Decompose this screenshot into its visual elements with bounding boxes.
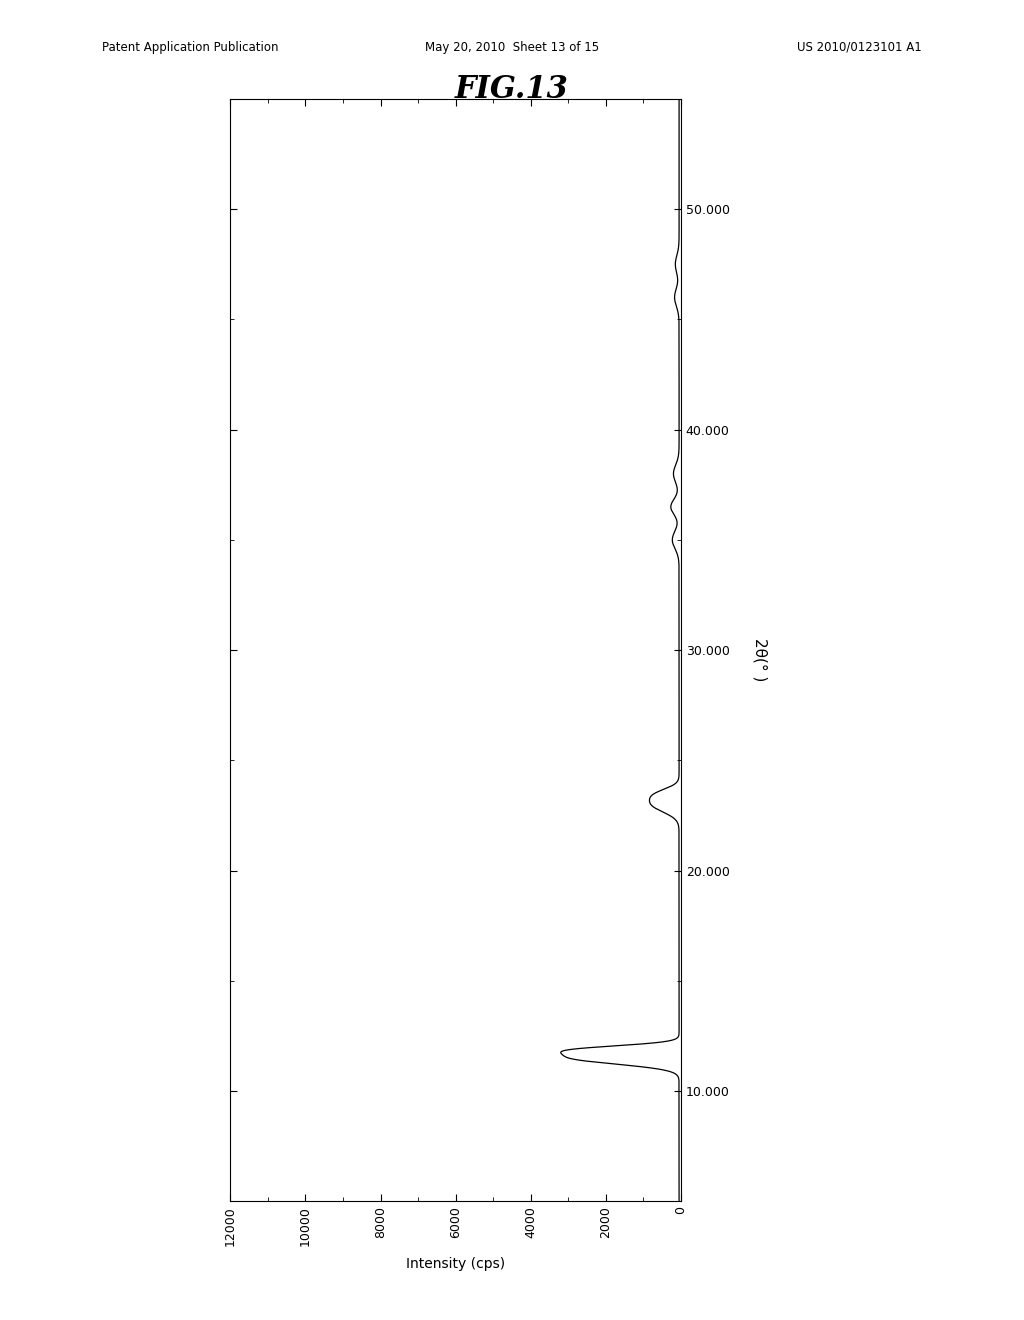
X-axis label: Intensity (cps): Intensity (cps) xyxy=(407,1257,505,1271)
Text: Patent Application Publication: Patent Application Publication xyxy=(102,41,279,54)
Text: US 2010/0123101 A1: US 2010/0123101 A1 xyxy=(797,41,922,54)
Text: FIG.13: FIG.13 xyxy=(455,74,569,104)
Text: 2θ(° ): 2θ(° ) xyxy=(753,639,768,681)
Text: May 20, 2010  Sheet 13 of 15: May 20, 2010 Sheet 13 of 15 xyxy=(425,41,599,54)
